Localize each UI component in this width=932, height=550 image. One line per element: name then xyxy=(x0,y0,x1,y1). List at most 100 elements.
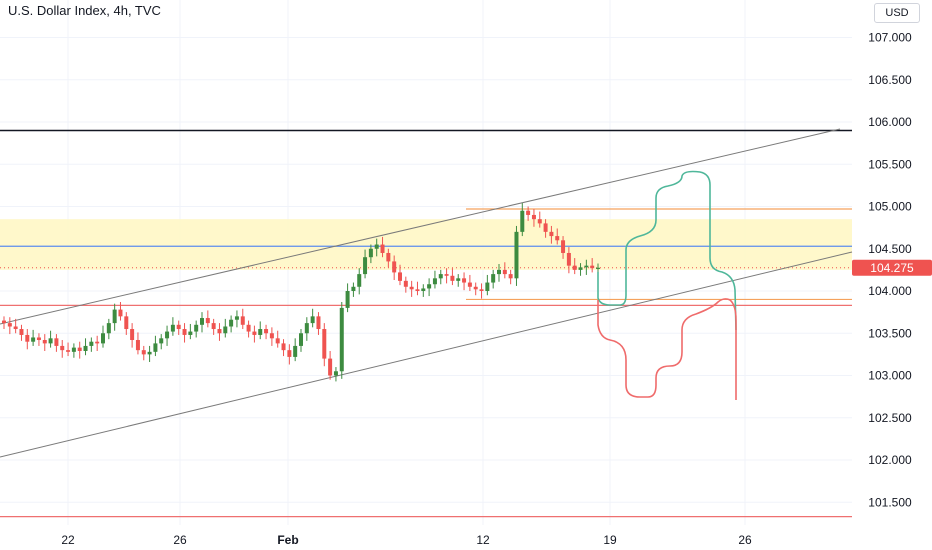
time-tick-label: 12 xyxy=(476,533,490,547)
candle-up xyxy=(596,267,600,269)
candle-down xyxy=(555,236,560,241)
candle-up xyxy=(333,371,338,376)
candle-down xyxy=(240,316,245,325)
candle-up xyxy=(31,337,36,342)
candle-up xyxy=(293,345,298,357)
candle-down xyxy=(77,347,82,351)
candle-up xyxy=(357,274,362,287)
projection-paths xyxy=(597,170,737,400)
candle-down xyxy=(572,265,577,270)
candle-up xyxy=(223,326,228,334)
time-tick-label: 26 xyxy=(173,533,187,547)
candles xyxy=(2,203,600,382)
candle-down xyxy=(141,350,146,355)
candle-down xyxy=(415,289,420,291)
candle-down xyxy=(316,316,321,330)
candle-up xyxy=(48,338,53,344)
candle-down xyxy=(549,231,554,237)
candle-down xyxy=(479,289,484,291)
candle-down xyxy=(252,331,257,335)
candle-up xyxy=(339,307,344,372)
candle-up xyxy=(188,331,193,335)
candle-down xyxy=(7,323,12,327)
candle-down xyxy=(275,338,280,344)
candle-down xyxy=(561,240,566,253)
trend-channel xyxy=(0,128,853,458)
price-tick-label: 105.500 xyxy=(868,157,912,171)
candle-up xyxy=(153,343,158,352)
candle-up xyxy=(514,231,519,279)
candle-down xyxy=(13,326,18,330)
candle-up xyxy=(427,284,432,289)
candle-down xyxy=(281,343,286,351)
price-tick-label: 105.000 xyxy=(868,200,912,214)
candle-up xyxy=(106,323,111,334)
candle-up xyxy=(351,286,356,291)
candle-down xyxy=(473,286,478,290)
time-tick-label: 26 xyxy=(738,533,752,547)
candle-down xyxy=(36,337,41,341)
candle-down xyxy=(25,334,30,342)
candle-down xyxy=(66,350,71,352)
candle-up xyxy=(520,210,525,232)
candle-down xyxy=(42,340,47,344)
chart-title: U.S. Dollar Index, 4h, TVC xyxy=(8,3,161,18)
candle-up xyxy=(159,338,164,344)
candle-down xyxy=(450,275,455,281)
time-axis: 22 26 Feb 12 19 26 xyxy=(61,533,752,547)
candle-up xyxy=(374,244,379,249)
candle-down xyxy=(118,309,123,317)
last-price-label: 104.275 xyxy=(870,261,914,275)
candle-down xyxy=(264,329,269,334)
price-tick-label: 103.000 xyxy=(868,369,912,383)
candle-down xyxy=(537,219,542,224)
candle-down xyxy=(526,210,531,215)
price-tick-label: 104.000 xyxy=(868,284,912,298)
level-lines xyxy=(0,129,852,518)
price-tick-label: 102.000 xyxy=(868,453,912,467)
candle-up xyxy=(170,324,175,332)
last-price-badge xyxy=(852,259,932,276)
bullish-projection-path xyxy=(597,170,737,331)
candle-down xyxy=(287,350,292,357)
candle-up xyxy=(456,278,461,281)
candle-down xyxy=(380,244,385,253)
candle-up xyxy=(112,309,117,324)
candle-down xyxy=(2,320,6,324)
candle-down xyxy=(590,265,595,269)
candle-up xyxy=(304,323,309,334)
candle-down xyxy=(269,333,274,339)
candle-up xyxy=(345,291,350,308)
price-tick-label: 107.000 xyxy=(868,31,912,45)
demand-zone xyxy=(0,219,852,270)
candle-down xyxy=(124,316,129,330)
candle-down xyxy=(386,252,391,262)
candle-down xyxy=(462,278,467,283)
candle-down xyxy=(392,261,397,273)
price-axis: 107.000 106.500 106.000 105.500 105.000 104.5… xyxy=(852,31,932,509)
candle-up xyxy=(368,248,373,258)
currency-button[interactable]: USD xyxy=(874,3,920,23)
candle-down xyxy=(95,341,100,344)
candle-up xyxy=(432,278,437,285)
candle-down xyxy=(398,272,402,281)
candle-up xyxy=(194,324,199,332)
candle-up xyxy=(578,267,583,270)
candle-up xyxy=(497,269,501,275)
candle-down xyxy=(211,323,216,330)
candle-down xyxy=(135,340,140,351)
candle-down xyxy=(217,329,222,334)
candle-up xyxy=(421,288,426,291)
channel-upper-line xyxy=(0,128,841,325)
candle-up xyxy=(83,345,88,351)
candle-down xyxy=(182,329,187,335)
candle-up xyxy=(71,347,76,352)
time-tick-label: 22 xyxy=(61,533,75,547)
candle-down xyxy=(403,280,408,287)
candle-down xyxy=(19,329,24,335)
candle-down xyxy=(246,324,251,332)
candle-up xyxy=(147,351,152,355)
time-tick-label: Feb xyxy=(277,533,298,547)
candle-down xyxy=(60,345,65,351)
